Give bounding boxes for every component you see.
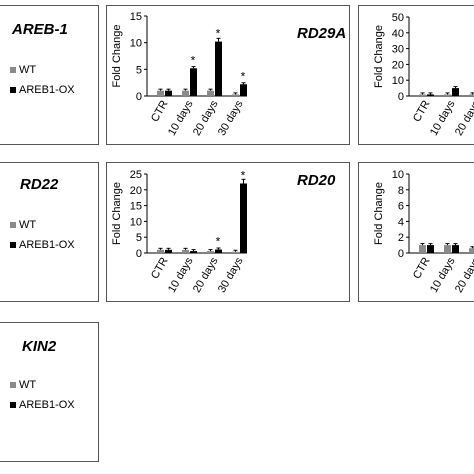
legend-item-wt: WT: [10, 375, 75, 395]
bar-ox: [240, 183, 247, 253]
bar-wt: [157, 249, 164, 253]
significance-marker: *: [216, 27, 221, 41]
significance-marker: *: [241, 69, 246, 83]
x-tick-label: 30 days: [216, 255, 246, 295]
bar-ox: [190, 251, 197, 253]
bar-wt: [419, 94, 426, 96]
y-axis-label: Fold Change: [373, 182, 385, 245]
bar-ox: [190, 68, 197, 96]
y-tick-label: 25: [130, 169, 142, 181]
legend-item-ox: AREB1-OX: [10, 395, 75, 415]
y-tick-label: 2: [398, 232, 404, 244]
y-tick-label: 10: [392, 75, 404, 87]
bar-wt: [182, 249, 189, 253]
y-tick-label: 0: [136, 248, 142, 260]
x-tick-label: 30 days: [216, 98, 246, 138]
significance-marker: *: [241, 168, 246, 182]
legend-item-ox: AREB1-OX: [10, 235, 75, 255]
legend-swatch-wt: [10, 67, 16, 73]
bar-wt: [419, 245, 426, 253]
legend-panel-rd22: RD22 WT AREB1-OX: [0, 162, 99, 302]
bar-ox: [165, 90, 172, 96]
y-tick-label: 30: [392, 44, 404, 56]
y-tick-label: 0: [398, 91, 404, 103]
significance-marker: *: [191, 53, 196, 67]
bar-wt: [469, 248, 474, 253]
y-tick-label: 15: [130, 11, 142, 23]
chart-gene-title: RD29A: [297, 25, 346, 42]
legend: WT AREB1-OX: [10, 60, 75, 100]
bar-wt: [207, 251, 214, 253]
chart-panel-middle-right: 0 2 4 6 8 10 Fold Change CTR 10 days 20 days: [358, 162, 474, 302]
bar-ox: [215, 249, 222, 253]
bar-wt: [444, 94, 451, 96]
x-tick-label: CTR: [149, 255, 171, 281]
significance-marker: *: [216, 235, 221, 249]
chart-panel-rd29a: 0 5 10 15 Fold Change CTR * 10 days * 20 days * 30 …: [106, 5, 350, 145]
y-tick-label: 10: [392, 169, 404, 181]
bar-ox: [452, 245, 459, 253]
legend-swatch-wt: [10, 382, 16, 388]
y-axis-label: Fold Change: [111, 182, 123, 245]
bar-wt: [182, 90, 189, 96]
legend-swatch-wt: [10, 222, 16, 228]
legend-item-wt: WT: [10, 60, 75, 80]
legend-panel-areb1: AREB-1 WT AREB1-OX: [0, 5, 99, 145]
bar-ox: [165, 249, 172, 253]
y-tick-label: 10: [130, 38, 142, 50]
y-axis-label: Fold Change: [111, 25, 123, 88]
gene-label-kin2: KIN2: [22, 338, 57, 355]
y-tick-label: 0: [398, 248, 404, 260]
bar-wt: [232, 251, 239, 253]
y-axis-label: Fold Change: [373, 25, 385, 88]
bar-ox: [215, 41, 222, 96]
y-tick-label: 40: [392, 28, 404, 40]
gene-label-rd22: RD22: [20, 176, 59, 193]
y-tick-label: 4: [398, 216, 404, 228]
x-tick-label: CTR: [149, 98, 171, 124]
y-tick-label: 5: [136, 64, 142, 76]
x-tick-label: CTR: [411, 98, 433, 124]
bar-wt: [157, 90, 164, 96]
bar-ox: [452, 88, 459, 96]
legend-item-ox: AREB1-OX: [10, 80, 75, 100]
bar-wt: [232, 94, 239, 96]
bar-wt: [444, 245, 451, 253]
bar-ox: [240, 84, 247, 96]
legend-panel-kin2: KIN2 WT AREB1-OX: [0, 322, 99, 462]
bar-wt: [207, 90, 214, 96]
y-tick-label: 50: [392, 12, 404, 24]
legend: WT AREB1-OX: [10, 375, 75, 415]
y-tick-label: 20: [392, 59, 404, 71]
y-tick-label: 6: [398, 201, 404, 213]
legend-item-wt: WT: [10, 215, 75, 235]
y-tick-label: 0: [136, 91, 142, 103]
y-tick-label: 5: [136, 232, 142, 244]
bar-ox: [427, 245, 434, 253]
y-tick-label: 20: [130, 185, 142, 197]
chart-panel-rd20: 0 5 10 15 20 25 Fold Change CTR 10 days * 20 days *…: [106, 162, 350, 302]
y-tick-label: 15: [130, 201, 142, 213]
legend-swatch-ox: [10, 87, 16, 93]
y-tick-label: 8: [398, 185, 404, 197]
bar-wt: [469, 94, 474, 96]
legend-swatch-ox: [10, 242, 16, 248]
gene-label-areb1: AREB-1: [12, 21, 68, 38]
chart-panel-top-right: 0 10 20 30 40 50 Fold Change CTR 10 days 20 days: [358, 5, 474, 145]
y-tick-label: 10: [130, 216, 142, 228]
legend-swatch-ox: [10, 402, 16, 408]
bar-ox: [427, 94, 434, 96]
chart-gene-title: RD20: [297, 172, 336, 189]
legend: WT AREB1-OX: [10, 215, 75, 255]
x-tick-label: CTR: [411, 255, 433, 281]
